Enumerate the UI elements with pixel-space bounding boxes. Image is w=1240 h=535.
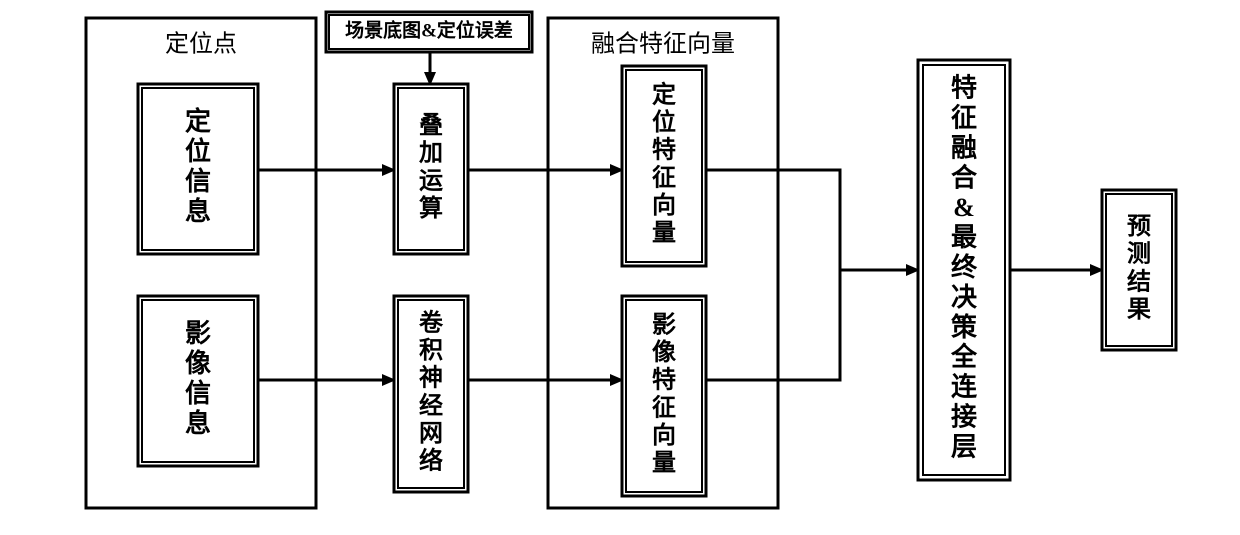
node-label-fusion_fc: 特征融合&最终决策全连接层 — [950, 73, 978, 462]
group-title-fused: 融合特征向量 — [591, 31, 735, 58]
group-title-input: 定位点 — [165, 31, 237, 58]
svg-text:全: 全 — [950, 342, 978, 372]
svg-text:息: 息 — [185, 408, 211, 438]
svg-text:信: 信 — [185, 167, 211, 196]
svg-text:卷: 卷 — [419, 309, 444, 337]
node-scene_err: 场景底图&定位误差 — [326, 12, 532, 52]
svg-text:经: 经 — [419, 391, 443, 419]
node-label-loc_info: 定位信息 — [185, 106, 211, 226]
node-cnn: 卷积神经网络 — [394, 296, 468, 492]
node-loc_feat: 定位特征向量 — [622, 66, 706, 266]
svg-text:积: 积 — [419, 337, 443, 364]
svg-text:融: 融 — [951, 133, 977, 162]
svg-text:加: 加 — [419, 140, 443, 167]
svg-text:征: 征 — [652, 163, 676, 191]
svg-text:位: 位 — [185, 136, 211, 166]
node-label-image_info: 影像信息 — [185, 319, 212, 438]
svg-text:定: 定 — [185, 106, 211, 136]
svg-text:&: & — [953, 193, 975, 222]
svg-text:特: 特 — [652, 367, 676, 394]
svg-text:策: 策 — [951, 312, 977, 342]
svg-text:果: 果 — [1127, 297, 1151, 323]
svg-text:向: 向 — [652, 191, 676, 219]
node-loc_info: 定位信息 — [138, 84, 258, 254]
svg-text:像: 像 — [652, 339, 677, 366]
node-label-cnn: 卷积神经网络 — [419, 309, 444, 475]
svg-text:向: 向 — [652, 421, 676, 449]
svg-text:位: 位 — [652, 108, 676, 136]
svg-text:终: 终 — [951, 252, 978, 282]
svg-text:信: 信 — [185, 379, 211, 408]
node-result: 预测结果 — [1102, 190, 1176, 350]
node-superpose: 叠加运算 — [394, 84, 468, 254]
svg-text:最: 最 — [951, 223, 978, 252]
svg-text:络: 络 — [419, 447, 443, 475]
svg-text:测: 测 — [1127, 241, 1151, 268]
svg-text:征: 征 — [951, 103, 977, 132]
node-label-loc_feat: 定位特征向量 — [652, 81, 676, 247]
svg-text:特: 特 — [951, 73, 977, 103]
node-fusion_fc: 特征融合&最终决策全连接层 — [918, 60, 1010, 480]
svg-text:特: 特 — [652, 137, 676, 164]
svg-text:决: 决 — [951, 283, 977, 312]
svg-text:影: 影 — [652, 312, 676, 339]
svg-text:影: 影 — [185, 319, 211, 348]
svg-text:量: 量 — [652, 450, 676, 477]
svg-text:合: 合 — [951, 162, 978, 192]
svg-text:像: 像 — [185, 349, 212, 378]
node-label-scene_err: 场景底图&定位误差 — [345, 18, 513, 41]
svg-text:预: 预 — [1127, 213, 1151, 240]
svg-text:神: 神 — [419, 365, 443, 392]
svg-text:息: 息 — [185, 196, 211, 226]
svg-text:算: 算 — [419, 194, 443, 222]
flowchart-canvas: 定位点融合特征向量 定位信息影像信息场景底图&定位误差叠加运算卷积神经网络定位特… — [0, 0, 1240, 535]
svg-text:结: 结 — [1127, 268, 1151, 295]
svg-text:量: 量 — [652, 220, 676, 247]
node-image_info: 影像信息 — [138, 296, 258, 466]
svg-text:叠: 叠 — [419, 112, 443, 139]
svg-text:层: 层 — [951, 432, 977, 461]
svg-text:征: 征 — [652, 393, 676, 421]
svg-text:定: 定 — [652, 81, 676, 109]
svg-text:网: 网 — [419, 421, 443, 447]
svg-text:接: 接 — [951, 402, 977, 431]
node-img_feat: 影像特征向量 — [622, 296, 706, 496]
svg-text:连: 连 — [951, 373, 978, 402]
svg-text:运: 运 — [419, 168, 443, 194]
